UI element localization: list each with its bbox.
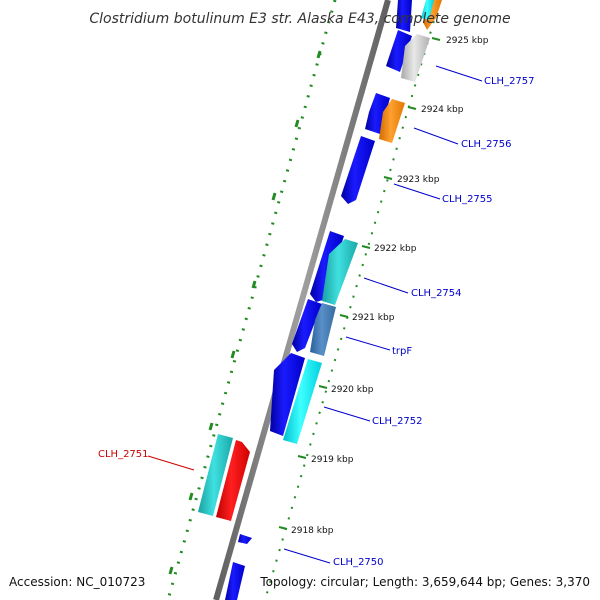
kbp-tick: 2918 kbp: [278, 526, 334, 536]
gene-name: CLH_2755: [442, 194, 493, 205]
gene-label-clh-2751[interactable]: CLH_2751: [98, 449, 195, 471]
genome-backbone: [213, 0, 391, 600]
gene-label-clh-2750[interactable]: CLH_2750: [283, 548, 384, 568]
gene-name: trpF: [392, 346, 412, 357]
tick-label: 2919 kbp: [311, 455, 354, 465]
gene-feature-blue[interactable]: [225, 562, 245, 600]
forward-genes: [225, 0, 412, 600]
gene-labels: CLH_2757 CLH_2756 CLH_2755 CLH_2754 trpF…: [98, 65, 535, 568]
accession-text: Accession: NC_010723: [9, 575, 145, 589]
gene-feature-cyan[interactable]: [198, 434, 233, 516]
gene-feature-blue[interactable]: [292, 299, 322, 352]
tick-label: 2921 kbp: [352, 313, 395, 323]
gene-feature-orange[interactable]: [423, 0, 442, 30]
gene-label-clh-2754[interactable]: CLH_2754: [363, 277, 462, 299]
gene-name: CLH_2754: [411, 288, 462, 299]
gene-label-trpf[interactable]: trpF: [345, 336, 412, 357]
kbp-tick: 2920 kbp: [318, 385, 374, 395]
gene-feature-red[interactable]: [216, 440, 250, 521]
gene-feature-bright-cyan[interactable]: [283, 359, 322, 444]
gene-feature-cyan[interactable]: [421, 0, 434, 20]
kbp-ticks: 2925 kbp 2924 kbp 2923 kbp 2922 kbp 2921…: [278, 36, 489, 536]
gene-label-clh-2752[interactable]: CLH_2752: [323, 406, 423, 427]
gene-feature-gray[interactable]: [401, 34, 430, 82]
gene-label-clh-2756[interactable]: CLH_2756: [413, 127, 512, 150]
tick-label: 2920 kbp: [331, 385, 374, 395]
gene-label-clh-2757[interactable]: CLH_2757: [435, 65, 535, 87]
map-title: Clostridium botulinum E3 str. Alaska E43…: [89, 11, 510, 27]
gene-feature-blue[interactable]: [238, 534, 252, 544]
gene-feature-orange[interactable]: [379, 99, 405, 143]
gene-feature-blue[interactable]: [341, 136, 375, 204]
reverse-genes: [198, 0, 442, 521]
kbp-tick: 2923 kbp: [383, 175, 440, 185]
gene-feature-blue[interactable]: [270, 353, 305, 436]
kbp-tick: 2925 kbp: [431, 36, 489, 46]
gene-feature-blue[interactable]: [365, 93, 390, 134]
gene-feature-blue[interactable]: [386, 30, 412, 72]
outer-ruler-dashes: [168, 50, 322, 575]
gene-label-clh-2755[interactable]: CLH_2755: [393, 183, 493, 205]
tick-label: 2922 kbp: [374, 244, 417, 254]
tick-label: 2924 kbp: [421, 105, 464, 115]
tick-label: 2923 kbp: [397, 175, 440, 185]
gene-name: CLH_2750: [333, 557, 384, 568]
kbp-tick: 2921 kbp: [339, 313, 395, 323]
gene-feature-steel[interactable]: [310, 303, 336, 356]
gene-name: CLH_2757: [484, 76, 535, 87]
gene-feature-cyan[interactable]: [322, 239, 358, 305]
gene-feature-blue[interactable]: [396, 0, 412, 32]
gene-name: CLH_2751: [98, 449, 149, 460]
kbp-tick: 2922 kbp: [361, 244, 417, 254]
gene-name: CLH_2756: [461, 139, 512, 150]
gene-name: CLH_2752: [372, 416, 423, 427]
tick-label: 2918 kbp: [291, 526, 334, 536]
tick-label: 2925 kbp: [446, 36, 489, 46]
kbp-tick: 2919 kbp: [297, 455, 354, 465]
topology-text: Topology: circular; Length: 3,659,644 bp…: [259, 575, 590, 589]
inner-dotted-track: [264, 0, 441, 600]
kbp-tick: 2924 kbp: [407, 105, 464, 115]
